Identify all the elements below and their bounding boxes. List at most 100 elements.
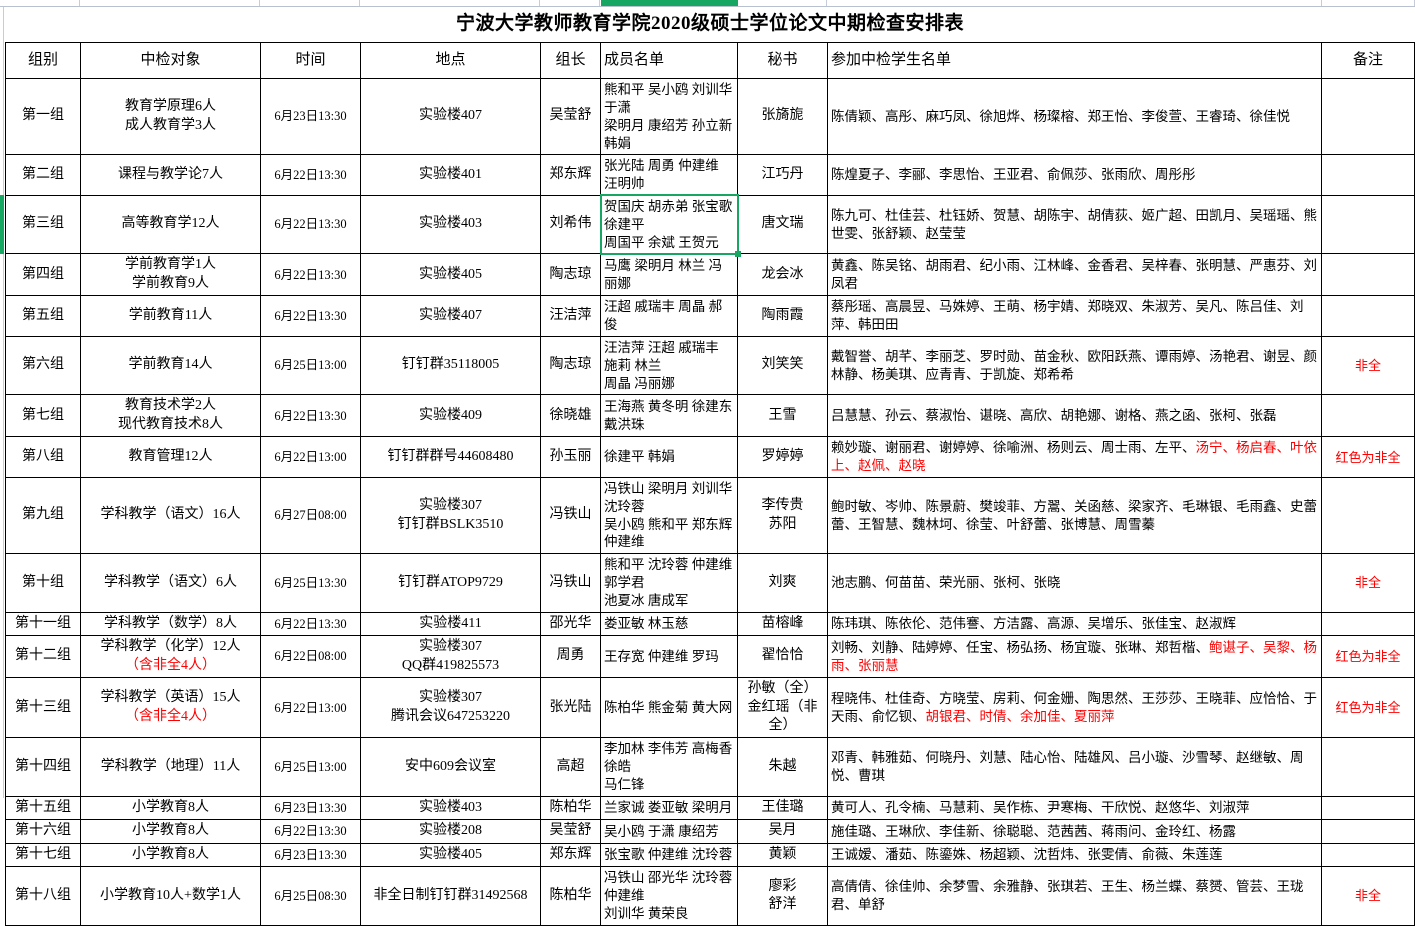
cell-secretary-12[interactable]: 翟恰恰: [737, 635, 828, 679]
cell-members-12[interactable]: 王存宽 仲建维 罗玛: [600, 635, 738, 679]
cell-group-9[interactable]: 第九组: [5, 476, 81, 555]
column-header-time[interactable]: 时间: [260, 42, 361, 80]
cell-members-11[interactable]: 娄亚敏 林玉慈: [600, 611, 738, 637]
cell-time-17[interactable]: 6月23日13:30: [260, 842, 361, 868]
cell-note-17[interactable]: [1320, 842, 1415, 868]
cell-note-18[interactable]: 非全: [1320, 866, 1415, 926]
cell-place-11[interactable]: 实验楼411: [360, 611, 541, 637]
cell-place-2[interactable]: 实验楼401: [360, 154, 541, 196]
cell-group-18[interactable]: 第十八组: [5, 866, 81, 926]
cell-members-15[interactable]: 兰家诚 娄亚敏 梁明月: [600, 795, 738, 821]
cell-time-2[interactable]: 6月22日13:30: [260, 154, 361, 196]
table-row[interactable]: 第十组 学科教学（语文）6人 6月25日13:30 钉钉群ATOP9729 冯铁山 熊和平…: [5, 553, 1415, 613]
cell-time-8[interactable]: 6月22日13:00: [260, 436, 361, 478]
cell-object-11[interactable]: 学科教学（数学）8人: [80, 611, 261, 637]
cell-object-14[interactable]: 学科教学（地理）11人: [80, 737, 261, 797]
cell-members-1[interactable]: 熊和平 吴小鸥 刘训华 于潇 梁明月 康绍芳 孙立新 韩娟: [600, 78, 738, 156]
cell-time-13[interactable]: 6月22日13:00: [260, 677, 361, 739]
column-header-A[interactable]: [0, 0, 80, 6]
cell-object-4[interactable]: 学前教育学1人 学前教育9人: [80, 253, 261, 297]
column-header-object[interactable]: 中检对象: [80, 42, 261, 80]
cell-members-4[interactable]: 马鹰 梁明月 林兰 冯丽娜: [600, 253, 738, 297]
cell-object-18[interactable]: 小学教育10人+数学1人: [80, 866, 261, 926]
cell-note-6[interactable]: 非全: [1320, 335, 1415, 396]
cell-group-4[interactable]: 第四组: [5, 253, 81, 297]
table-row[interactable]: 第九组 学科教学（语文）16人 6月27日08:00 实验楼307 钉钉群BSLK351…: [5, 476, 1415, 555]
cell-note-1[interactable]: [1320, 78, 1415, 156]
cell-leader-17[interactable]: 郑东辉: [540, 842, 601, 868]
table-row[interactable]: 第三组 高等教育学12人 6月22日13:30 实验楼403 刘希伟 贺国庆 胡赤弟 张宝…: [5, 194, 1415, 255]
table-row[interactable]: 第十八组 小学教育10人+数学1人 6月25日08:30 非全日制钉钉群3149256…: [5, 866, 1415, 926]
cell-note-16[interactable]: [1320, 819, 1415, 844]
cell-note-12[interactable]: 红色为非全: [1320, 635, 1415, 679]
cell-object-15[interactable]: 小学教育8人: [80, 795, 261, 821]
cell-group-6[interactable]: 第六组: [5, 335, 81, 396]
cell-group-8[interactable]: 第八组: [5, 436, 81, 478]
cell-leader-8[interactable]: 孙玉丽: [540, 436, 601, 478]
cell-secretary-6[interactable]: 刘笑笑: [737, 335, 828, 396]
cell-time-16[interactable]: 6月22日13:30: [260, 819, 361, 844]
cell-leader-11[interactable]: 邵光华: [540, 611, 601, 637]
cell-students-2[interactable]: 陈煌夏子、李郦、李思怡、王亚君、俞佩莎、张雨欣、周彤彤: [827, 154, 1322, 196]
cell-leader-7[interactable]: 徐晓雄: [540, 394, 601, 438]
cell-time-5[interactable]: 6月22日13:30: [260, 295, 361, 337]
cell-leader-6[interactable]: 陶志琼: [540, 335, 601, 396]
cell-place-10[interactable]: 钉钉群ATOP9729: [360, 553, 541, 613]
column-header-secretary[interactable]: 秘书: [737, 42, 828, 80]
column-header-C[interactable]: [260, 0, 360, 6]
table-row[interactable]: 第六组 学前教育14人 6月25日13:00 钉钉群35118005 陶志琼 汪洁萍 汪超…: [5, 335, 1415, 396]
column-header-leader[interactable]: 组长: [540, 42, 601, 80]
cell-group-7[interactable]: 第七组: [5, 394, 81, 438]
cell-note-3[interactable]: [1320, 194, 1415, 255]
cell-secretary-17[interactable]: 黄颖: [737, 842, 828, 868]
table-row[interactable]: 第一组 教育学原理6人 成人教育学3人 6月23日13:30 实验楼407 吴莹舒 熊和平 …: [5, 78, 1415, 156]
cell-members-18[interactable]: 冯铁山 邵光华 沈玲蓉 仲建维 刘训华 黄荣良: [600, 866, 738, 926]
cell-secretary-14[interactable]: 朱越: [737, 737, 828, 797]
table-row[interactable]: 第五组 学前教育11人 6月22日13:30 实验楼407 汪洁萍 汪超 戚瑞丰 周晶 郝…: [5, 295, 1415, 337]
cell-group-14[interactable]: 第十四组: [5, 737, 81, 797]
cell-members-3[interactable]: 贺国庆 胡赤弟 张宝歌 徐建平 周国平 余斌 王贺元: [600, 194, 738, 255]
table-row[interactable]: 第二组 课程与教学论7人 6月22日13:30 实验楼401 郑东辉 张光陆 周勇 仲建维…: [5, 154, 1415, 196]
cell-place-14[interactable]: 安中609会议室: [360, 737, 541, 797]
cell-students-1[interactable]: 陈倩颖、高彤、麻巧凤、徐旭烨、杨璨榕、郑王怡、李俊萱、王睿琦、徐佳悦: [827, 78, 1322, 156]
column-header-F-selected[interactable]: [600, 0, 738, 6]
column-header-I[interactable]: [1322, 0, 1415, 6]
cell-leader-4[interactable]: 陶志琼: [540, 253, 601, 297]
cell-students-14[interactable]: 邓青、韩雅茹、何晓丹、刘慧、陆心怡、陆雄风、吕小璇、沙雪琴、赵继敏、周悦、曹琪: [827, 737, 1322, 797]
cell-object-3[interactable]: 高等教育学12人: [80, 194, 261, 255]
cell-group-17[interactable]: 第十七组: [5, 842, 81, 868]
cell-object-17[interactable]: 小学教育8人: [80, 842, 261, 868]
cell-members-2[interactable]: 张光陆 周勇 仲建维 汪明帅: [600, 154, 738, 196]
cell-object-2[interactable]: 课程与教学论7人: [80, 154, 261, 196]
column-header-D[interactable]: [360, 0, 540, 6]
cell-students-6[interactable]: 戴智誉、胡芊、李丽芝、罗时勋、苗金秋、欧阳跃燕、谭雨婷、汤艳君、谢昱、颜林静、杨…: [827, 335, 1322, 396]
cell-time-1[interactable]: 6月23日13:30: [260, 78, 361, 156]
cell-note-14[interactable]: [1320, 737, 1415, 797]
cell-time-15[interactable]: 6月23日13:30: [260, 795, 361, 821]
cell-members-5[interactable]: 汪超 戚瑞丰 周晶 郝俊: [600, 295, 738, 337]
cell-students-13[interactable]: 程晓伟、杜佳奇、方晓莹、房莉、何金姗、陶思然、王莎莎、王晓菲、应恰恰、于天雨、俞…: [827, 677, 1322, 739]
cell-group-5[interactable]: 第五组: [5, 295, 81, 337]
table-row[interactable]: 第十七组 小学教育8人 6月23日13:30 实验楼405 郑东辉 张宝歌 仲建维 沈玲蓉…: [5, 842, 1415, 868]
cell-note-5[interactable]: [1320, 295, 1415, 337]
cell-leader-14[interactable]: 高超: [540, 737, 601, 797]
cell-secretary-11[interactable]: 苗榕峰: [737, 611, 828, 637]
cell-secretary-8[interactable]: 罗婷婷: [737, 436, 828, 478]
cell-members-17[interactable]: 张宝歌 仲建维 沈玲蓉: [600, 842, 738, 868]
cell-place-5[interactable]: 实验楼407: [360, 295, 541, 337]
cell-object-6[interactable]: 学前教育14人: [80, 335, 261, 396]
cell-place-13[interactable]: 实验楼307 腾讯会议647253220: [360, 677, 541, 739]
cell-group-10[interactable]: 第十组: [5, 553, 81, 613]
cell-members-10[interactable]: 熊和平 沈玲蓉 仲建维 郭学君 池夏冰 唐成军: [600, 553, 738, 613]
cell-members-7[interactable]: 王海燕 黄冬明 徐建东 戴洪珠: [600, 394, 738, 438]
table-row[interactable]: 第四组 学前教育学1人 学前教育9人 6月22日13:30 实验楼405 陶志琼 马鹰 梁明…: [5, 253, 1415, 297]
cell-leader-9[interactable]: 冯铁山: [540, 476, 601, 555]
cell-object-16[interactable]: 小学教育8人: [80, 819, 261, 844]
cell-students-4[interactable]: 黄鑫、陈吴铭、胡雨君、纪小雨、江林峰、金香君、吴梓春、张明慧、严惠芬、刘凤君: [827, 253, 1322, 297]
table-row[interactable]: 第十二组 学科教学（化学）12人 （含非全4人） 6月22日08:00 实验楼307 QQ…: [5, 635, 1415, 679]
cell-note-4[interactable]: [1320, 253, 1415, 297]
cell-secretary-3[interactable]: 唐文瑞: [737, 194, 828, 255]
cell-students-10[interactable]: 池志鹏、何苗苗、荣光丽、张柯、张晓: [827, 553, 1322, 613]
cell-leader-18[interactable]: 陈柏华: [540, 866, 601, 926]
cell-secretary-2[interactable]: 江巧丹: [737, 154, 828, 196]
